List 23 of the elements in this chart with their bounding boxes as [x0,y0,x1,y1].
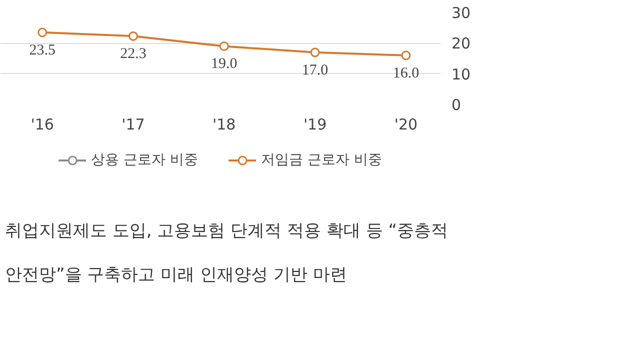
x-tick-label: '17 [122,116,145,134]
text: 안전망”을 구축하고 미래 인재양성 기반 마련 [5,264,347,287]
text: 취업지원제도 도입, 고용보험 단계적 적용 확대 등 “중층적 [5,220,448,243]
x-tick-label: '20 [394,116,418,134]
point [401,50,411,60]
data-label: 22.3 [120,46,146,62]
data-label: 23.5 [29,42,56,58]
y-tick-label: 10 [452,65,471,84]
data-label: 17.0 [302,62,328,78]
y-tick-label: 0 [452,96,462,114]
y-tick-label: 30 [452,4,471,22]
data-label: 16.0 [392,65,420,82]
x-tick-label: '19 [303,116,327,134]
y-tick-label: 20 [452,34,471,53]
data-label: 19.0 [211,56,238,72]
x-tick-label: '18 [212,116,236,134]
point [128,31,138,41]
legend-label: 상용 근로자 비중 [91,151,198,169]
point [310,48,320,58]
point [219,41,229,51]
legend-label: 저임금 근로자 비중 [261,151,382,169]
point [38,28,48,38]
x-tick-label: '16 [30,116,54,134]
